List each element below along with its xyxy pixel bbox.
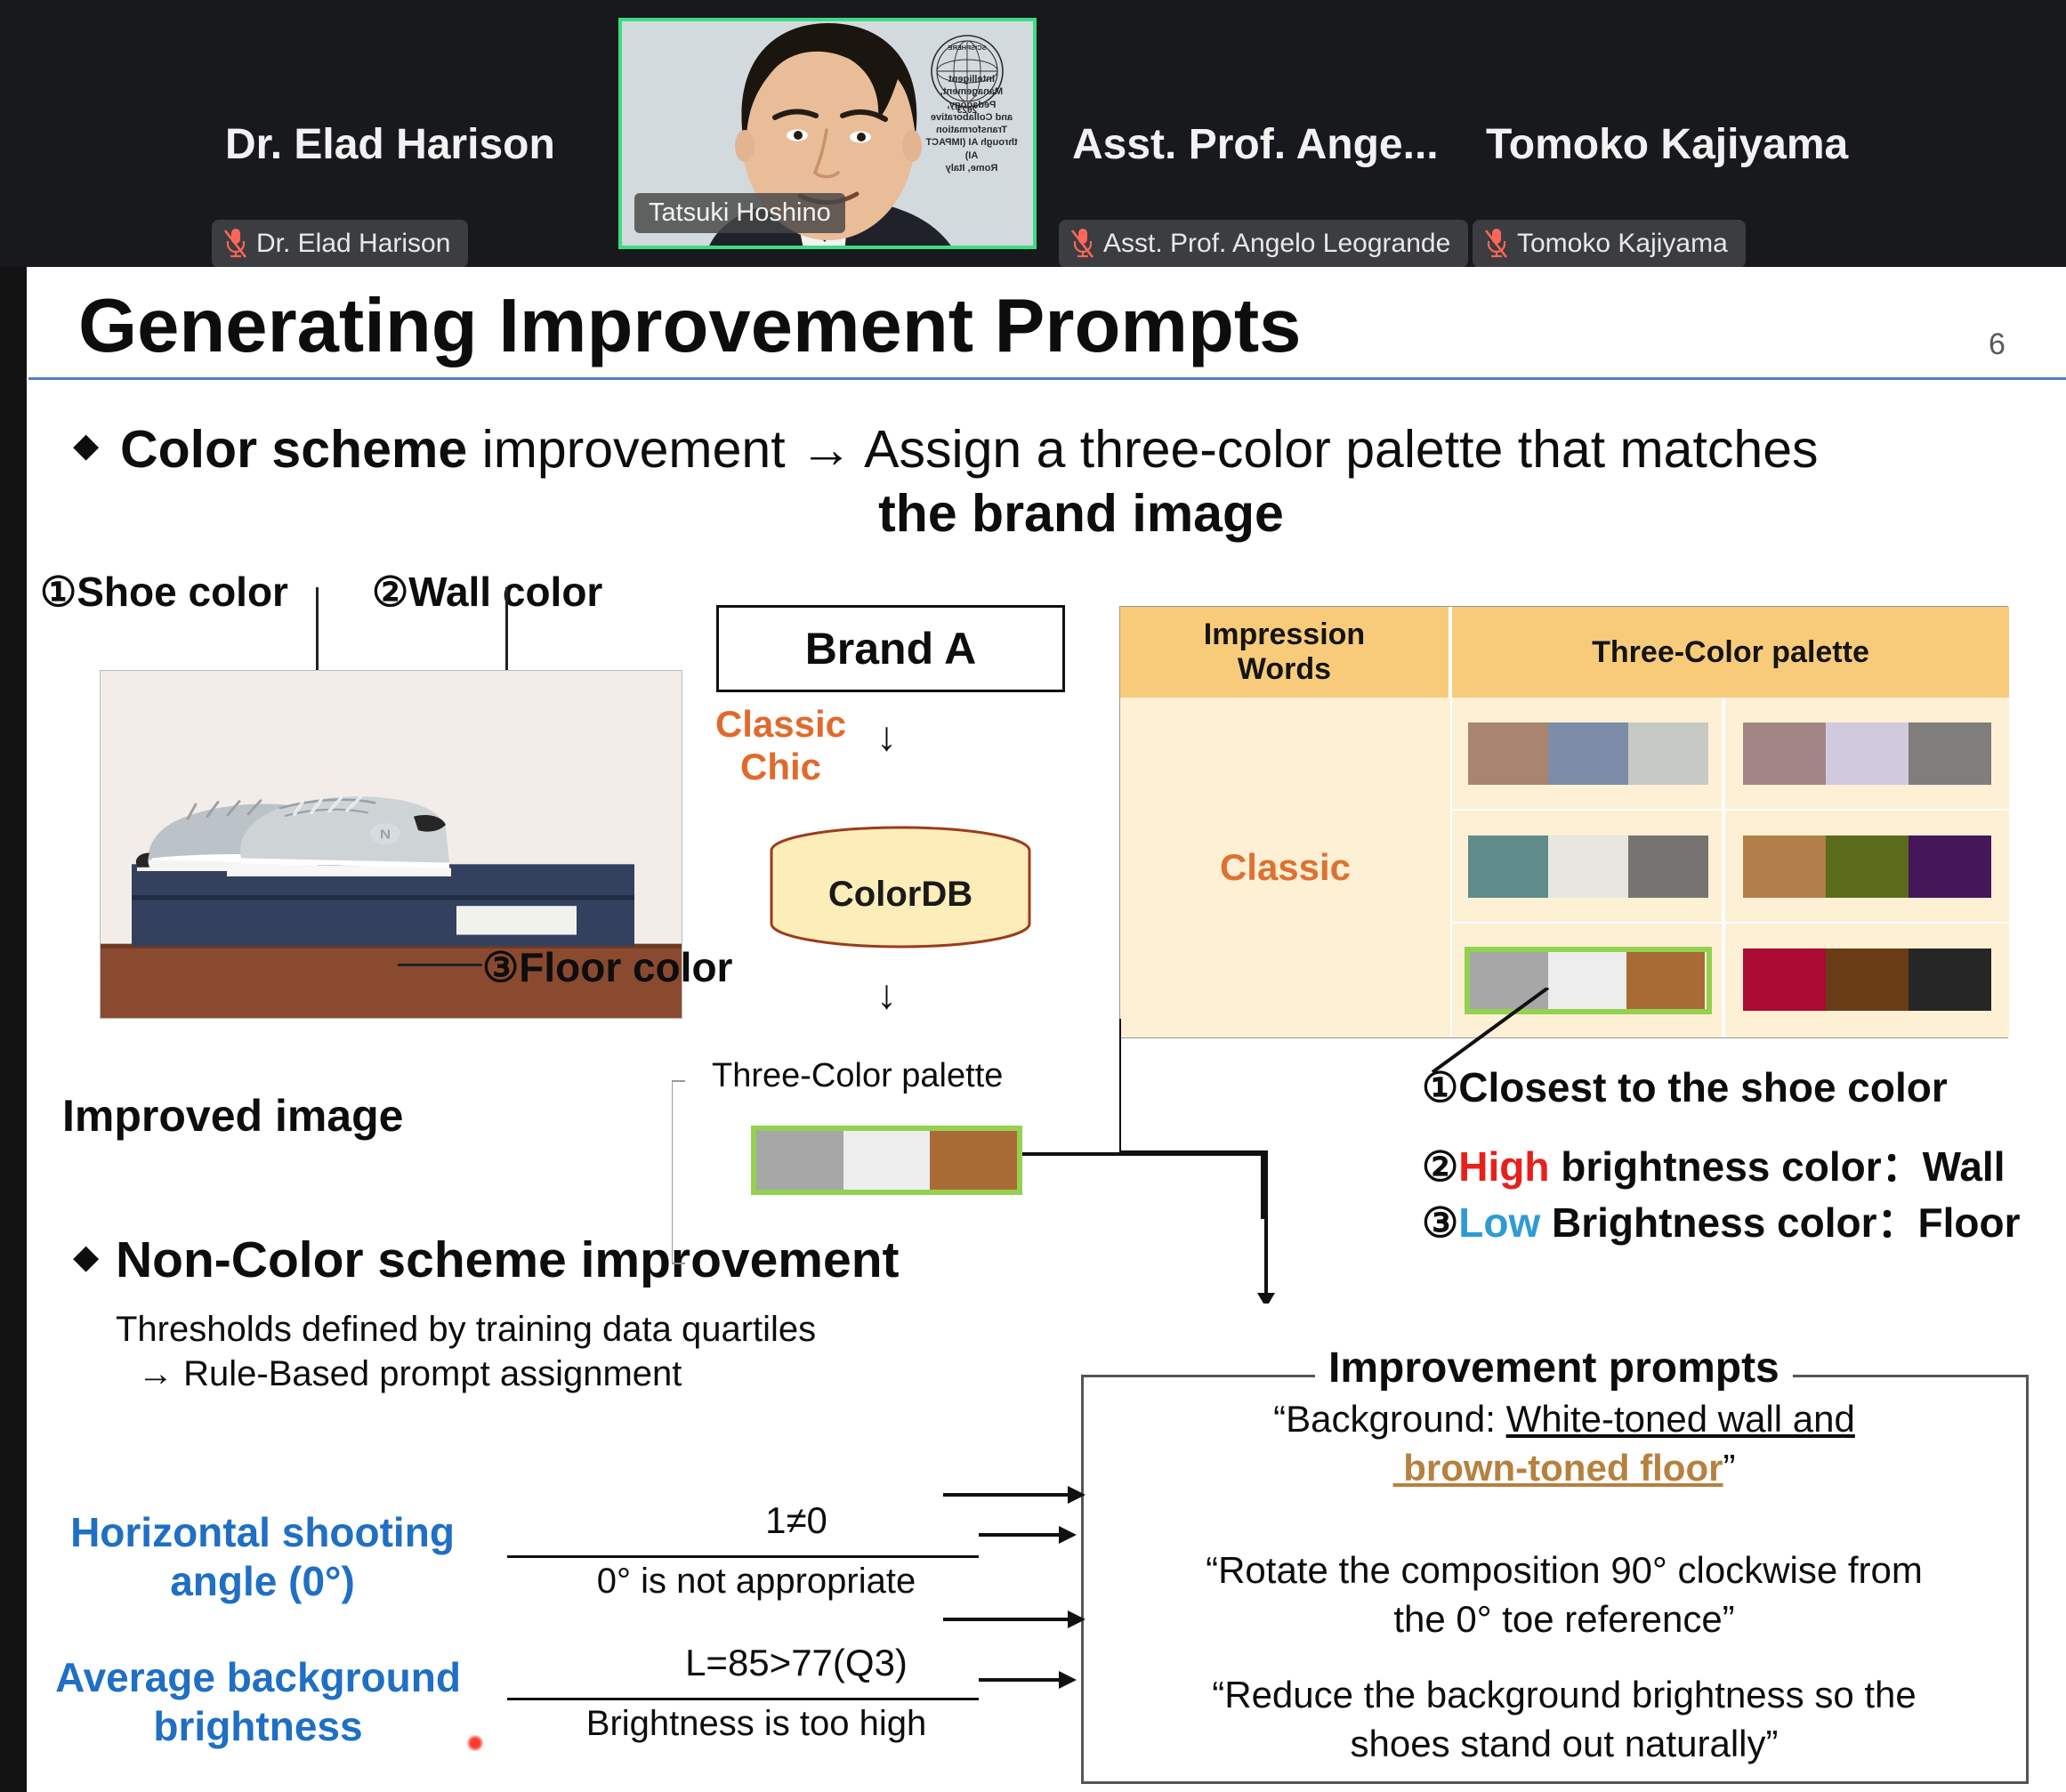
svg-text:ColorDB: ColorDB — [828, 875, 972, 914]
svg-text:N: N — [380, 827, 391, 842]
svg-text:SCISPHERE: SCISPHERE — [948, 44, 986, 52]
